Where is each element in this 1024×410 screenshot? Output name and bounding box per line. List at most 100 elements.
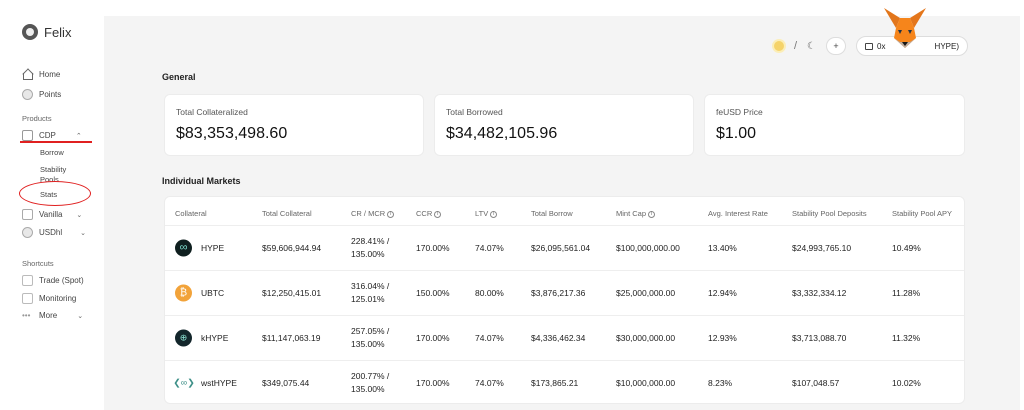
mcr-value: 135.00% (351, 249, 385, 259)
sun-icon[interactable] (773, 41, 784, 51)
table-row[interactable]: HYPE $59,606,944.94 228.41% / 135.00% 170… (165, 225, 964, 270)
add-user-button[interactable]: + (826, 37, 846, 55)
chevron-down-icon[interactable]: ⌄ (76, 211, 83, 219)
table-row[interactable]: wstHYPE $349,075.44 200.77% / 135.00% 170… (165, 360, 964, 405)
stat-label: Total Collateralized (176, 107, 248, 117)
sp-deposits: $3,713,088.70 (792, 333, 847, 343)
sidebar-item-label: Home (39, 70, 61, 79)
sidebar-item-trade[interactable]: Trade (Spot) (22, 275, 84, 286)
column-header-sp-apy: Stability Pool APY (892, 209, 953, 218)
column-header-collateral: Collateral (175, 209, 207, 218)
avg-interest-rate: 12.93% (708, 333, 737, 343)
add-user-icon: + (833, 41, 839, 51)
header-text: LTV (475, 209, 489, 218)
table-row[interactable]: kHYPE $11,147,063.19 257.05% / 135.00% 17… (165, 315, 964, 360)
cr-mcr: 228.41% / 135.00% (351, 235, 389, 261)
metamask-fox-icon[interactable] (880, 4, 930, 54)
mcr-value: 135.00% (351, 384, 385, 394)
usdhl-icon (22, 227, 33, 238)
cr-mcr: 200.77% / 135.00% (351, 370, 389, 396)
cr-mcr: 257.05% / 135.00% (351, 325, 389, 351)
cr-mcr: 316.04% / 125.01% (351, 280, 389, 306)
column-header-sp-deposits: Stability Pool Deposits (792, 209, 867, 218)
ltv: 74.07% (475, 243, 504, 253)
total-collateral: $11,147,063.19 (262, 333, 321, 343)
info-icon[interactable]: i (434, 210, 442, 218)
vault-icon (22, 130, 33, 141)
mint-cap: $10,000,000.00 (616, 378, 676, 388)
sidebar-item-vanilla[interactable]: Vanilla ⌄ (22, 209, 82, 220)
stat-value: $1.00 (716, 125, 757, 142)
header-text: CR / MCR (351, 209, 386, 218)
avg-interest-rate: 13.40% (708, 243, 737, 253)
sp-deposits: $3,332,334.12 (792, 288, 847, 298)
annotation-circle (19, 181, 91, 206)
ccr: 150.00% (416, 288, 450, 298)
main-content: / ☾ + 0x HYPE) General Total Collaterali… (104, 8, 1020, 410)
sidebar-item-label: Trade (Spot) (39, 276, 84, 285)
wsthype-icon (171, 375, 197, 392)
sidebar-subitem-stability-pools[interactable]: Stability Pools (40, 165, 67, 184)
total-borrow: $4,336,462.34 (531, 333, 586, 343)
sidebar-item-label: Points (39, 90, 62, 99)
stat-card-total-collateralized: Total Collateralized $83,353,498.60 (164, 94, 424, 156)
column-header-ltv: LTV i (475, 209, 498, 218)
mint-cap: $30,000,000.00 (616, 333, 676, 343)
ellipsis-icon: ••• (22, 311, 31, 320)
asset-name: kHYPE (201, 333, 229, 343)
stat-value: $83,353,498.60 (176, 125, 288, 142)
column-header-mint-cap: Mint Cap i (616, 209, 656, 218)
chevron-up-icon[interactable]: ⌃ (75, 132, 82, 140)
total-collateral: $349,075.44 (262, 378, 310, 388)
info-icon[interactable]: i (387, 210, 395, 218)
avg-interest-rate: 12.94% (708, 288, 737, 298)
sidebar-item-label: Vanilla (39, 210, 63, 219)
sp-apy: 11.28% (892, 288, 921, 298)
markets-table: Collateral Total Collateral CR / MCR i C… (164, 196, 965, 404)
column-header-cr-mcr: CR / MCR i (351, 209, 395, 218)
sidebar-item-usdhl[interactable]: USDhl ⌄ (22, 227, 86, 238)
cr-value: 228.41% / (351, 236, 390, 246)
brand-name: Felix (44, 24, 72, 40)
sidebar-item-cdp[interactable]: CDP ⌃ (22, 130, 82, 141)
felix-logo-icon (22, 24, 38, 40)
vanilla-icon (22, 209, 33, 220)
total-borrow: $173,865.21 (531, 378, 579, 388)
ccr: 170.00% (416, 333, 450, 343)
mcr-value: 125.01% (351, 294, 385, 304)
total-borrow: $26,095,561.04 (531, 243, 591, 253)
sidebar-item-label: More (39, 311, 58, 320)
asset-name: UBTC (201, 288, 225, 298)
sidebar-item-monitoring[interactable]: Monitoring (22, 293, 76, 304)
moon-icon[interactable]: ☾ (807, 40, 816, 52)
cr-value: 200.77% / (351, 371, 390, 381)
ltv: 74.07% (475, 378, 504, 388)
sidebar-item-points[interactable]: Points (22, 89, 61, 100)
sp-apy: 10.49% (892, 243, 921, 253)
ubtc-icon (175, 284, 192, 302)
sidebar-item-more[interactable]: ••• More ⌄ (22, 311, 83, 320)
markets-section-title: Individual Markets (162, 176, 241, 186)
info-icon[interactable]: i (648, 210, 656, 218)
stat-card-feusd-price: feUSD Price $1.00 (704, 94, 965, 156)
sp-deposits: $24,993,765.10 (792, 243, 852, 253)
wallet-icon (865, 42, 873, 50)
chevron-down-icon[interactable]: ⌄ (77, 312, 84, 320)
brand[interactable]: Felix (22, 24, 71, 40)
sidebar-subitem-borrow[interactable]: Borrow (40, 148, 64, 157)
ccr: 170.00% (416, 243, 450, 253)
column-header-avg-interest-rate: Avg. Interest Rate (708, 209, 768, 218)
table-row[interactable]: UBTC $12,250,415.01 316.04% / 125.01% 150… (165, 270, 964, 315)
sidebar-item-label: USDhl (39, 228, 63, 237)
mint-cap: $100,000,000.00 (616, 243, 680, 253)
chevron-down-icon[interactable]: ⌄ (80, 229, 86, 237)
asset-name: HYPE (201, 243, 225, 253)
products-section-label: Products (22, 114, 52, 123)
total-collateral: $59,606,944.94 (262, 243, 322, 253)
sidebar-item-home[interactable]: Home (22, 69, 60, 80)
sp-apy: 10.02% (892, 378, 921, 388)
wallet-button[interactable]: 0x HYPE) (856, 36, 968, 56)
total-borrow: $3,876,217.36 (531, 288, 586, 298)
asset-name: wstHYPE (201, 378, 237, 388)
info-icon[interactable]: i (490, 210, 498, 218)
